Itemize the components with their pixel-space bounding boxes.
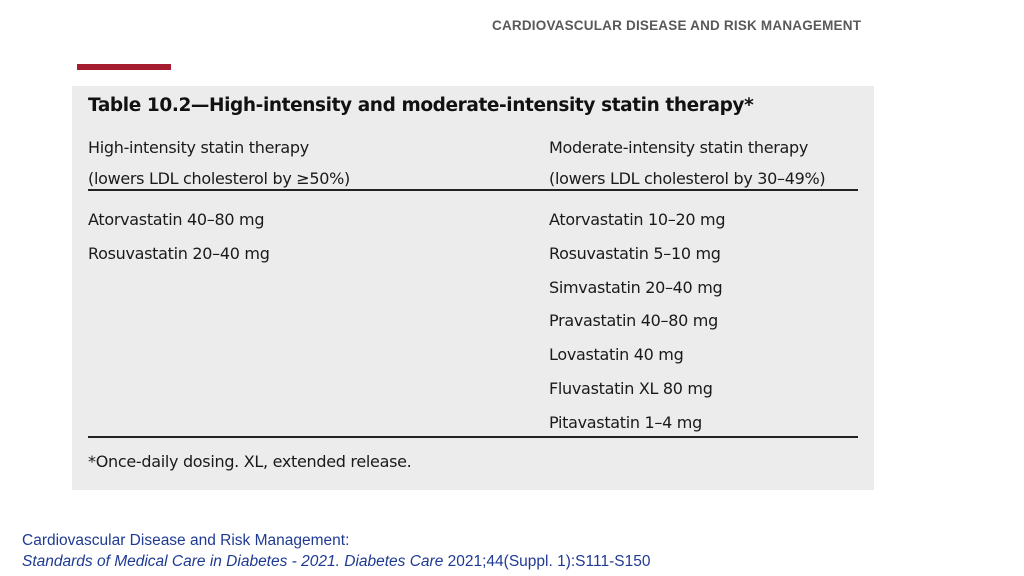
column-header-line: High-intensity statin therapy bbox=[88, 138, 309, 157]
citation: Cardiovascular Disease and Risk Manageme… bbox=[22, 530, 650, 572]
list-item: Lovastatin 40 mg bbox=[549, 345, 684, 365]
column-header-line: (lowers LDL cholesterol by ≥50%) bbox=[88, 169, 350, 188]
list-item: Atorvastatin 40–80 mg bbox=[88, 210, 265, 229]
high-intensity-list: Atorvastatin 40–80 mg Rosuvastatin 20–40… bbox=[88, 203, 270, 271]
list-item: Simvastatin 20–40 mg bbox=[549, 277, 723, 297]
column-header-high-intensity: High-intensity statin therapy (lowers LD… bbox=[88, 132, 350, 194]
citation-line-1: Cardiovascular Disease and Risk Manageme… bbox=[22, 532, 350, 549]
column-header-line: (lowers LDL cholesterol by 30–49%) bbox=[549, 169, 826, 188]
accent-bar bbox=[77, 64, 171, 70]
list-item: Pitavastatin 1–4 mg bbox=[549, 412, 702, 432]
list-item: Atorvastatin 10–20 mg bbox=[549, 210, 726, 229]
table-footer-rule bbox=[88, 436, 858, 438]
citation-journal-name: Diabetes Care bbox=[344, 553, 444, 570]
slide-header-title: CARDIOVASCULAR DISEASE AND RISK MANAGEME… bbox=[492, 18, 862, 33]
list-item: Pravastatin 40–80 mg bbox=[549, 311, 718, 331]
table-title: Table 10.2—High-intensity and moderate-i… bbox=[88, 95, 754, 116]
citation-standards-title: Standards of Medical Care in Diabetes - … bbox=[22, 553, 340, 570]
citation-line-2: Standards of Medical Care in Diabetes - … bbox=[22, 551, 650, 572]
citation-reference: 2021;44(Suppl. 1):S111-S150 bbox=[447, 553, 651, 570]
moderate-intensity-list: Atorvastatin 10–20 mg Rosuvastatin 5–10 … bbox=[549, 203, 725, 440]
list-item: Rosuvastatin 20–40 mg bbox=[88, 243, 270, 263]
list-item: Fluvastatin XL 80 mg bbox=[549, 378, 713, 398]
table-header-rule bbox=[88, 189, 858, 191]
list-item: Rosuvastatin 5–10 mg bbox=[549, 243, 721, 263]
table-footnote: *Once-daily dosing. XL, extended release… bbox=[88, 452, 412, 471]
column-header-moderate-intensity: Moderate-intensity statin therapy (lower… bbox=[549, 132, 826, 194]
column-header-line: Moderate-intensity statin therapy bbox=[549, 138, 809, 157]
statin-table: Table 10.2—High-intensity and moderate-i… bbox=[72, 86, 874, 490]
